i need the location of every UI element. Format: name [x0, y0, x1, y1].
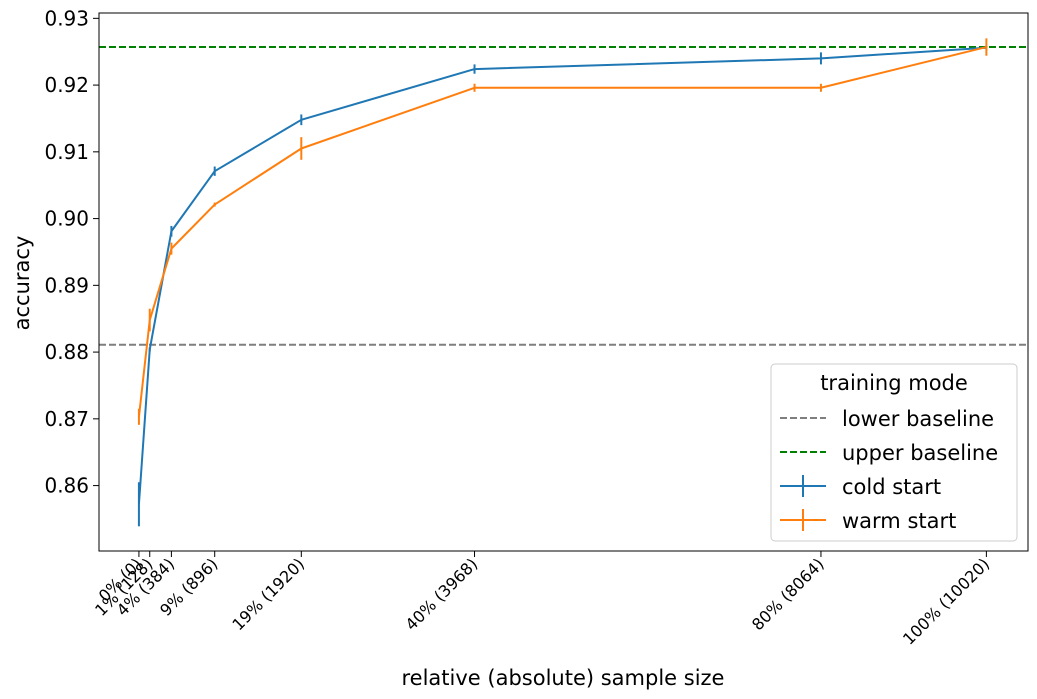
- x-tick-label: 80% (8064): [748, 554, 828, 634]
- plot-frame: [98, 12, 1029, 552]
- y-tick-label: 0.86: [44, 474, 89, 498]
- cold-start-line: [137, 46, 987, 505]
- x-tick-label: 100% (10020): [899, 554, 993, 648]
- legend-label-lower-baseline: lower baseline: [842, 407, 994, 431]
- legend-label-cold-start: cold start: [842, 475, 941, 499]
- y-tick-label: 0.90: [44, 207, 89, 231]
- y-tick-label: 0.88: [44, 340, 89, 364]
- x-tick-label: 40% (3968): [402, 554, 482, 634]
- y-axis-ticks: 0.86 0.87 0.88 0.89 0.90 0.91 0.92 0.93: [44, 6, 99, 498]
- legend: training mode lower baseline upper basel…: [770, 363, 1018, 542]
- series-layer: [137, 38, 988, 527]
- y-tick-label: 0.92: [44, 73, 89, 97]
- y-tick-label: 0.87: [44, 407, 89, 431]
- x-axis-label: relative (absolute) sample size: [402, 666, 725, 690]
- y-tick-label: 0.89: [44, 273, 89, 297]
- x-tick-label: 19% (1920): [228, 554, 308, 634]
- legend-label-upper-baseline: upper baseline: [842, 441, 998, 465]
- baseline-layer: [99, 46, 1028, 346]
- y-tick-label: 0.91: [44, 140, 89, 164]
- x-axis-ticks: 0% (0)1% (128)4% (384)9% (896) 19% (1920)…: [91, 551, 993, 649]
- y-axis-label: accuracy: [10, 236, 34, 331]
- legend-frame: [770, 363, 1018, 542]
- warm-start-line: [137, 46, 987, 417]
- legend-title: training mode: [820, 371, 968, 395]
- legend-label-warm-start: warm start: [842, 509, 956, 533]
- y-tick-label: 0.93: [44, 6, 89, 30]
